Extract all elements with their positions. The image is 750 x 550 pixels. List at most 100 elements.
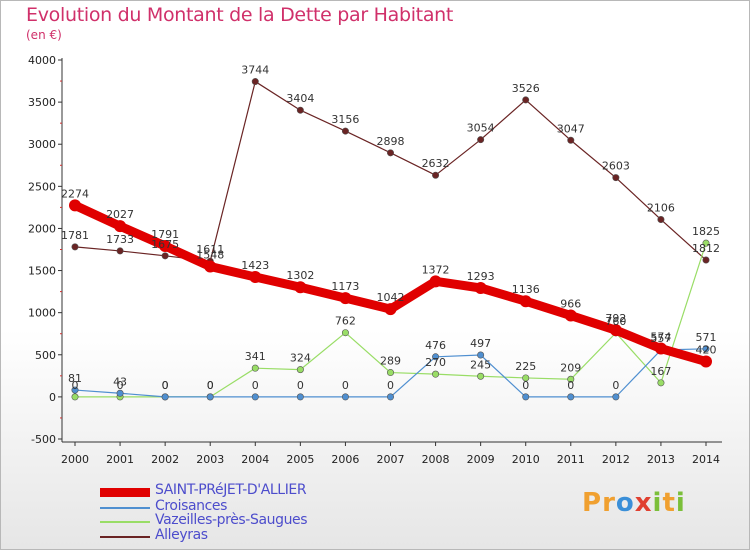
data-point (71, 386, 79, 394)
data-label: 571 (696, 331, 717, 344)
x-tick-label: 2004 (241, 453, 269, 466)
data-label: 3047 (557, 122, 585, 135)
data-label: 497 (470, 337, 491, 350)
data-label: 1423 (241, 259, 269, 272)
data-point (567, 375, 575, 383)
data-label: 1781 (61, 229, 89, 242)
data-point (567, 393, 575, 401)
x-tick-label: 2008 (422, 453, 450, 466)
data-label: 3404 (286, 92, 314, 105)
data-label: 1675 (151, 238, 179, 251)
data-point (386, 149, 394, 157)
data-point (432, 353, 440, 361)
logo-letter: i (675, 488, 686, 518)
data-label: 1372 (422, 263, 450, 276)
data-label: 3054 (467, 122, 495, 135)
data-label: 1825 (692, 225, 720, 238)
data-label: 1173 (331, 280, 359, 293)
data-label: 1548 (196, 249, 224, 262)
y-tick-label: -500 (31, 433, 56, 446)
data-point (296, 106, 304, 114)
data-point (477, 372, 485, 380)
logo-letter: x (634, 488, 653, 518)
data-label: 1791 (151, 228, 179, 241)
data-point (161, 252, 169, 260)
data-label: 0 (72, 379, 79, 392)
x-tick-label: 2006 (331, 453, 359, 466)
data-point (161, 393, 169, 401)
x-tick-label: 2009 (467, 453, 495, 466)
data-point (654, 342, 667, 355)
data-point (564, 309, 577, 322)
proxiti-logo: Proxiti (582, 488, 686, 518)
data-label: 1611 (196, 243, 224, 256)
x-tick-label: 2013 (647, 453, 675, 466)
x-tick-label: 2012 (602, 453, 630, 466)
data-label: 762 (335, 315, 356, 328)
data-label: 209 (560, 361, 581, 374)
data-point (339, 292, 352, 305)
data-point (612, 393, 620, 401)
data-label: 1042 (377, 291, 405, 304)
data-label: 0 (567, 379, 574, 392)
logo-letter: t (662, 488, 676, 518)
x-tick-label: 2001 (106, 453, 134, 466)
data-point (114, 220, 127, 233)
data-point (522, 96, 530, 104)
data-label: 0 (387, 379, 394, 392)
y-tick-label: 3500 (28, 96, 56, 109)
x-tick-label: 2014 (692, 453, 720, 466)
data-point (251, 78, 259, 86)
data-label: 2632 (422, 157, 450, 170)
chart-unit: (en €) (26, 28, 62, 42)
data-point (386, 369, 394, 377)
data-point (522, 393, 530, 401)
data-label: 43 (113, 375, 127, 388)
x-tick-label: 2002 (151, 453, 179, 466)
data-point (341, 329, 349, 337)
data-point (159, 240, 172, 253)
data-point (519, 295, 532, 308)
data-point (657, 379, 665, 387)
data-label: 0 (117, 379, 124, 392)
legend-label-croisances: Croisances (155, 498, 228, 514)
logo-letter: o (615, 488, 635, 518)
y-tick-label: 0 (49, 391, 56, 404)
data-label: 2274 (61, 187, 89, 200)
data-point (251, 364, 259, 372)
y-tick-label: 3000 (28, 138, 56, 151)
data-point (432, 370, 440, 378)
data-label: 2027 (106, 208, 134, 221)
data-label: 0 (252, 379, 259, 392)
data-point (432, 171, 440, 179)
legend-item-croisances: Croisances (100, 498, 360, 516)
data-point (206, 393, 214, 401)
data-point (657, 216, 665, 224)
y-tick-label: 1500 (28, 265, 56, 278)
y-tick-label: 1000 (28, 307, 56, 320)
data-label: 167 (650, 365, 671, 378)
data-label: 0 (522, 379, 529, 392)
data-point (116, 247, 124, 255)
data-label: 1293 (467, 270, 495, 283)
data-label: 289 (380, 355, 401, 368)
legend-item-saint-prejet: SAINT-PRéJET-D'ALLIER (100, 482, 360, 500)
data-point (116, 389, 124, 397)
y-tick-label: 2500 (28, 180, 56, 193)
data-label: 1136 (512, 283, 540, 296)
data-point (71, 243, 79, 251)
data-point (296, 393, 304, 401)
data-label: 557 (650, 332, 671, 345)
y-tick-label: 2000 (28, 222, 56, 235)
data-point (702, 239, 710, 247)
chart-title: Evolution du Montant de la Dette par Hab… (26, 4, 454, 26)
y-tick-label: 500 (35, 349, 56, 362)
data-label: 1302 (286, 269, 314, 282)
data-point (204, 260, 217, 273)
data-label: 0 (342, 379, 349, 392)
x-tick-label: 2005 (286, 453, 314, 466)
data-label: 3526 (512, 82, 540, 95)
data-label: 0 (162, 379, 169, 392)
